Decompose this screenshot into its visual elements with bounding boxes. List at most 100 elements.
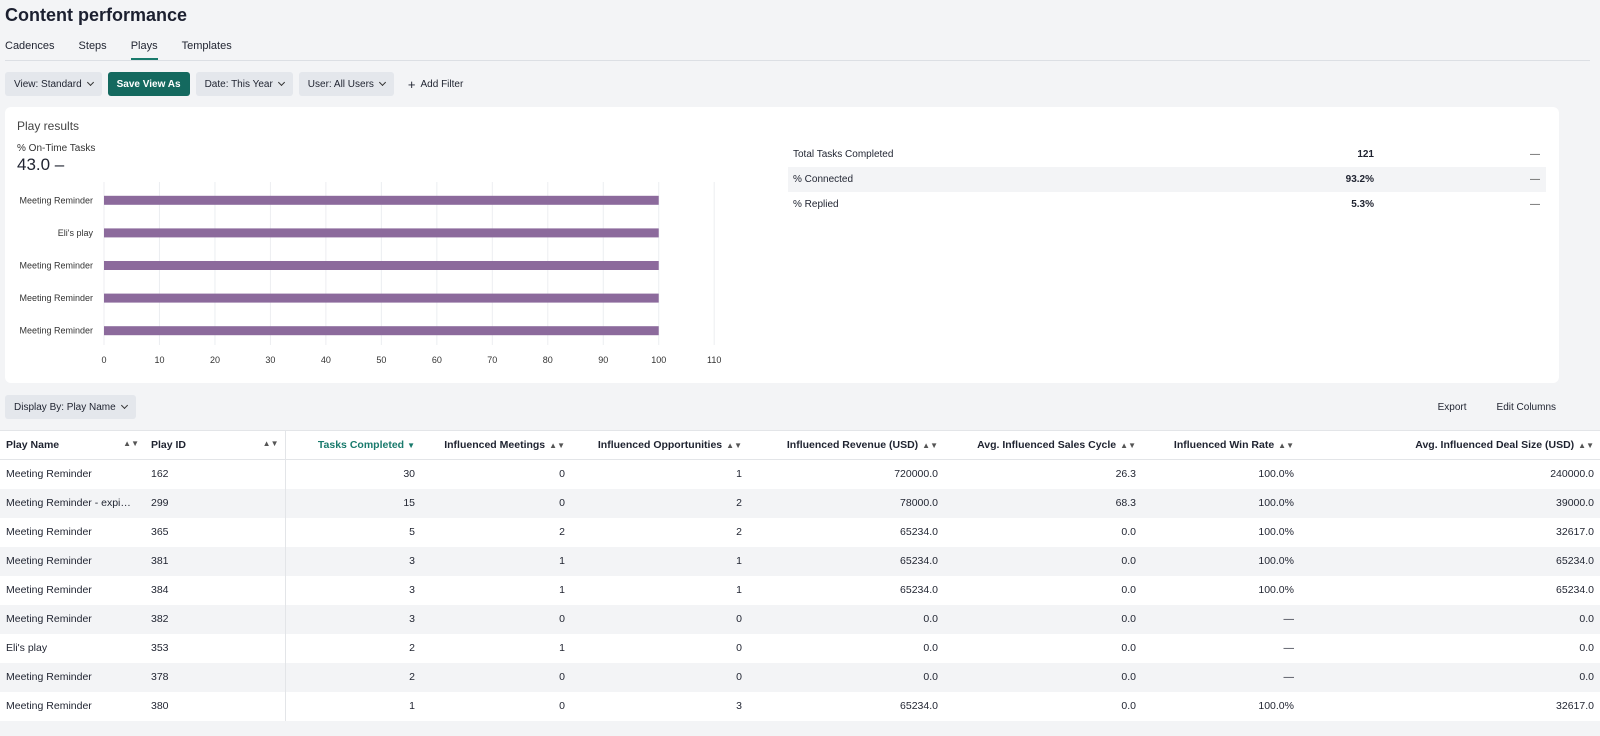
table-actions: Export Edit Columns: [1438, 395, 1556, 419]
column-header-play-id[interactable]: Play ID ▲▼: [145, 430, 286, 460]
sort-icon: ▲▼: [549, 441, 565, 450]
tab-cadences[interactable]: Cadences: [5, 40, 55, 52]
win-rate-cell: 100.0%: [1258, 584, 1294, 596]
bar[interactable]: [104, 195, 659, 205]
column-header-influenced-opportunities[interactable]: Influenced Opportunities ▲▼: [571, 431, 748, 460]
x-tick-label: 50: [376, 355, 386, 365]
tab-steps[interactable]: Steps: [78, 40, 107, 52]
stat-value: 93.2%: [1345, 174, 1374, 185]
table-row[interactable]: Meeting Reminder - expi… 299 15 0 2 78000.0 68…: [0, 488, 1600, 518]
play-name-cell: Meeting Reminder - expi…: [6, 497, 131, 509]
sort-icon: ▲▼: [123, 439, 139, 448]
column-label: Play ID: [151, 439, 187, 451]
chevron-down-icon: [86, 78, 94, 87]
win-rate-cell: —: [1283, 613, 1295, 625]
display-by-dropdown[interactable]: Display By: Play Name: [5, 395, 136, 419]
tab-plays[interactable]: Plays: [130, 38, 158, 60]
play-name-cell: Eli's play: [6, 642, 48, 654]
tasks-completed-cell: 3: [409, 613, 415, 625]
table-row[interactable]: Meeting Reminder 381 3 1 1 65234.0 0.0 100.0% 65…: [0, 546, 1600, 576]
plus-icon: +: [407, 76, 416, 92]
stat-value: 5.3%: [1351, 199, 1374, 210]
win-rate-cell: 100.0%: [1258, 526, 1294, 538]
win-rate-cell: 100.0%: [1258, 468, 1294, 481]
column-label: Influenced Opportunities: [597, 439, 723, 451]
table-row[interactable]: Eli's play 353 2 1 0 0.0 0.0 — 0.0: [0, 633, 1600, 663]
play-name-cell: Meeting Reminder: [6, 584, 92, 596]
column-header-avg-sales-cycle[interactable]: Avg. Influenced Sales Cycle ▲▼: [944, 431, 1142, 460]
influenced-opportunities-cell: 2: [736, 497, 742, 509]
table-header-row: Play Name ▲▼ Play ID ▲▼ Tasks Completed ▼ I…: [0, 430, 1600, 460]
x-tick-label: 90: [598, 355, 608, 365]
column-header-tasks-completed[interactable]: Tasks Completed ▼: [285, 431, 421, 460]
column-label: Play Name: [6, 439, 60, 451]
table-row[interactable]: Meeting Reminder 380 1 0 3 65234.0 0.0 100.0% 32…: [0, 691, 1600, 721]
tasks-completed-cell: 5: [409, 526, 415, 538]
column-header-play-name[interactable]: Play Name ▲▼: [0, 431, 145, 460]
win-rate-cell: —: [1283, 642, 1295, 654]
sort-icon: ▲▼: [1120, 441, 1136, 450]
sort-icon: ▲▼: [726, 441, 742, 450]
influenced-revenue-cell: 0.0: [923, 613, 938, 625]
stat-name: % Replied: [793, 199, 839, 210]
card-title: Play results: [17, 119, 80, 133]
play-id-cell: 382: [145, 604, 286, 634]
table-row[interactable]: Meeting Reminder 365 5 2 2 65234.0 0.0 100.0% 32…: [0, 517, 1600, 547]
plays-table: Play Name ▲▼ Play ID ▲▼ Tasks Completed ▼ I…: [0, 430, 1600, 721]
view-dropdown-label: View: Standard: [14, 78, 82, 90]
influenced-opportunities-cell: 1: [736, 555, 742, 567]
chevron-down-icon: [378, 78, 386, 87]
column-header-win-rate[interactable]: Influenced Win Rate ▲▼: [1142, 431, 1300, 460]
avg-deal-size-cell: 240000.0: [1550, 468, 1594, 481]
view-dropdown[interactable]: View: Standard: [5, 72, 102, 96]
influenced-revenue-cell: 78000.0: [900, 497, 938, 509]
y-category-label: Meeting Reminder: [19, 195, 93, 205]
bar[interactable]: [104, 228, 659, 238]
influenced-revenue-cell: 65234.0: [900, 526, 938, 538]
stat-name: Total Tasks Completed: [793, 149, 894, 160]
play-name-cell: Meeting Reminder: [6, 468, 92, 481]
avg-sales-cycle-cell: 68.3: [1115, 497, 1136, 509]
influenced-meetings-cell: 0: [559, 468, 565, 481]
export-button[interactable]: Export: [1437, 401, 1467, 413]
x-tick-label: 100: [651, 355, 666, 365]
table-row[interactable]: Meeting Reminder 162 30 0 1 720000.0 26.3 100.0…: [0, 459, 1600, 489]
avg-deal-size-cell: 32617.0: [1556, 526, 1594, 538]
table-row[interactable]: Meeting Reminder 382 3 0 0 0.0 0.0 — 0.0: [0, 604, 1600, 634]
table-row[interactable]: Meeting Reminder 378 2 0 0 0.0 0.0 — 0.0: [0, 662, 1600, 692]
bar[interactable]: [104, 326, 659, 336]
date-dropdown[interactable]: Date: This Year: [195, 72, 293, 96]
bar[interactable]: [104, 261, 659, 270]
tasks-completed-cell: 2: [409, 671, 415, 683]
influenced-meetings-cell: 0: [559, 497, 565, 509]
influenced-meetings-cell: 0: [559, 700, 565, 712]
user-dropdown[interactable]: User: All Users: [298, 72, 394, 96]
metric-label: % On-Time Tasks: [17, 143, 96, 154]
tasks-completed-cell: 2: [409, 642, 415, 654]
influenced-opportunities-cell: 1: [736, 584, 742, 596]
save-view-as-button[interactable]: Save View As: [107, 72, 190, 96]
column-label: Avg. Influenced Deal Size (USD): [1415, 439, 1575, 451]
column-header-influenced-revenue[interactable]: Influenced Revenue (USD) ▲▼: [748, 431, 944, 460]
display-by-label: Display By: Play Name: [14, 401, 116, 413]
sort-desc-icon: ▼: [407, 441, 415, 450]
add-filter-button[interactable]: + Add Filter: [400, 72, 471, 96]
column-header-influenced-meetings[interactable]: Influenced Meetings ▲▼: [421, 431, 571, 460]
x-tick-label: 10: [154, 355, 164, 365]
table-row[interactable]: Meeting Reminder 384 3 1 1 65234.0 0.0 100.0% 65…: [0, 575, 1600, 605]
stat-name: % Connected: [793, 174, 854, 185]
bar[interactable]: [104, 293, 659, 303]
tab-templates[interactable]: Templates: [181, 40, 232, 52]
x-tick-label: 0: [101, 355, 106, 365]
avg-sales-cycle-cell: 0.0: [1121, 671, 1136, 683]
avg-deal-size-cell: 0.0: [1579, 642, 1594, 654]
play-name-cell: Meeting Reminder: [6, 671, 92, 683]
edit-columns-button[interactable]: Edit Columns: [1496, 401, 1556, 413]
column-label: Influenced Revenue (USD): [786, 439, 919, 451]
tasks-completed-cell: 1: [409, 700, 415, 712]
column-header-avg-deal-size[interactable]: Avg. Influenced Deal Size (USD) ▲▼: [1300, 431, 1600, 460]
win-rate-cell: —: [1283, 671, 1295, 683]
play-id-cell: 381: [145, 546, 286, 576]
x-tick-label: 60: [432, 355, 442, 365]
influenced-opportunities-cell: 0: [736, 671, 742, 683]
